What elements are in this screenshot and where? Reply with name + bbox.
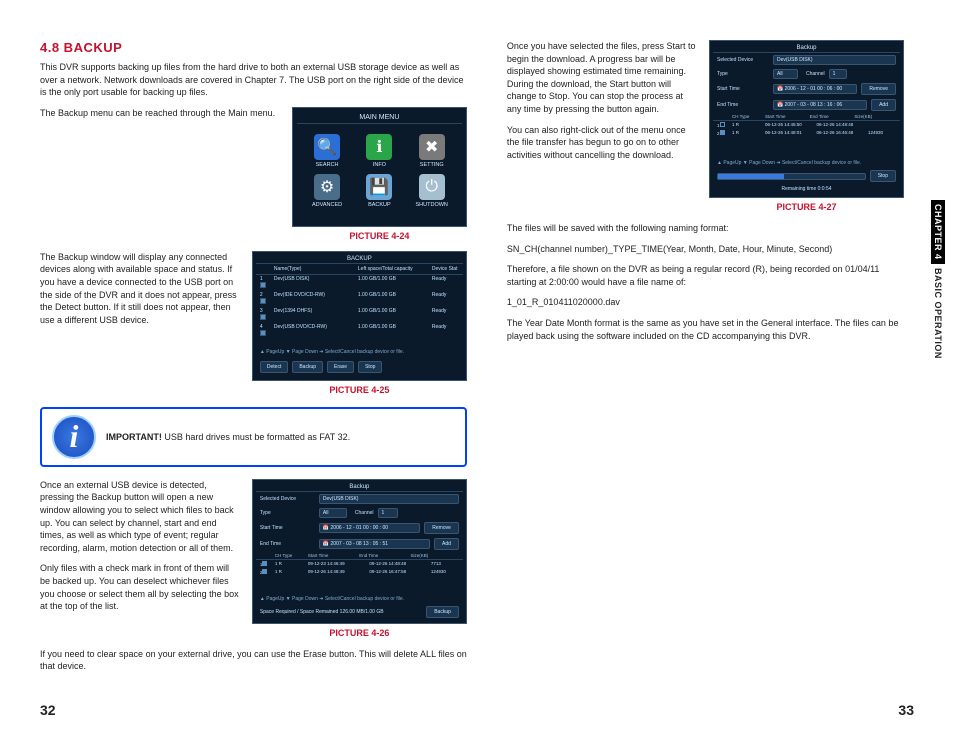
ss27-hint: ▲ PageUp ▼ Page Down ➜ Select/Cancel bac… [713, 158, 900, 168]
p2: The Backup window will display any conne… [40, 251, 240, 327]
r5: Therefore, a file shown on the DVR as be… [507, 263, 904, 288]
screenshot-4-27: Backup Selected DeviceDev(USB DISK) Type… [709, 40, 904, 198]
side-tab-chapter: CHAPTER 4 [931, 200, 945, 264]
p4: Once an external USB device is detected,… [40, 479, 240, 555]
screenshot-4-25: BACKUP Name(Type)Left space/Total capaci… [252, 251, 467, 381]
p6: If you need to clear space on your exter… [40, 648, 467, 673]
side-tab-title: BASIC OPERATION [931, 264, 945, 363]
caption-4-27: PICTURE 4-27 [709, 202, 904, 212]
ss25-hint: ▲ PageUp ▼ Page Down ➜ Select/Cancel bac… [256, 347, 463, 357]
p1: The Backup menu can be reached through t… [40, 107, 280, 120]
r4: SN_CH(channel number)_TYPE_TIME(Year, Mo… [507, 243, 904, 256]
side-tab: CHAPTER 4 BASIC OPERATION [927, 200, 949, 362]
caption-4-25: PICTURE 4-25 [252, 385, 467, 395]
caption-4-24: PICTURE 4-24 [292, 231, 467, 241]
screenshot-4-24: MAIN MENU 🔍SEARCHℹINFO✖SETTING⚙ADVANCED💾… [292, 107, 467, 227]
ss26-title: Backup [256, 483, 463, 492]
info-icon: i [52, 415, 96, 459]
screenshot-4-26: Backup Selected DeviceDev(USB DISK) Type… [252, 479, 467, 624]
r1: Once you have selected the files, press … [507, 40, 697, 116]
important-text: IMPORTANT! USB hard drives must be forma… [106, 432, 350, 442]
ss26-hint: ▲ PageUp ▼ Page Down ➜ Select/Cancel bac… [256, 594, 463, 604]
intro-text: This DVR supports backing up files from … [40, 61, 467, 99]
ss27-title: Backup [713, 44, 900, 53]
section-heading: 4.8 BACKUP [40, 40, 467, 55]
p5: Only files with a check mark in front of… [40, 562, 240, 612]
caption-4-26: PICTURE 4-26 [252, 628, 467, 638]
page-number-left: 32 [40, 702, 56, 718]
ss24-title: MAIN MENU [297, 112, 462, 124]
r2: You can also right-click out of the menu… [507, 124, 697, 162]
r7: The Year Date Month format is the same a… [507, 317, 904, 342]
r6: 1_01_R_010411020000.dav [507, 296, 904, 309]
ss25-title: BACKUP [256, 255, 463, 264]
page-number-right: 33 [898, 702, 914, 718]
r3: The files will be saved with the followi… [507, 222, 904, 235]
important-box: i IMPORTANT! USB hard drives must be for… [40, 407, 467, 467]
